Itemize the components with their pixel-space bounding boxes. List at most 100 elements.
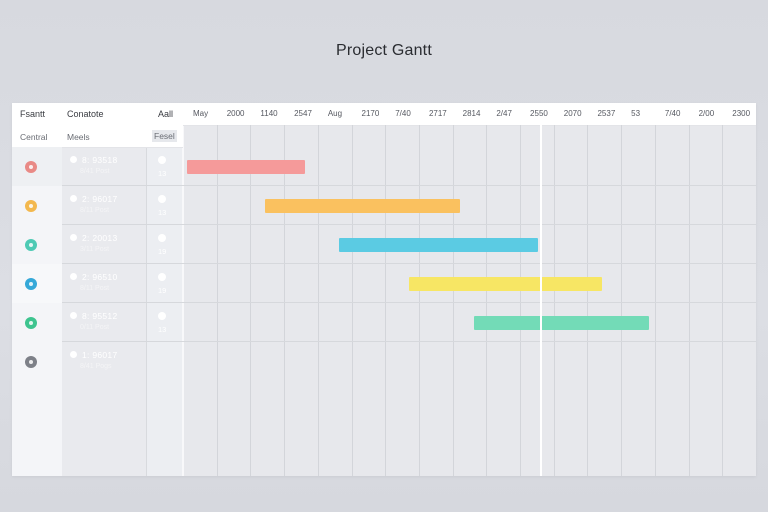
header-col1[interactable]: Fsantt	[20, 109, 46, 119]
month-label: 2547	[294, 109, 312, 118]
task-bar[interactable]	[473, 315, 649, 330]
grid-line	[654, 125, 656, 476]
row-divider	[62, 341, 756, 342]
task-bar[interactable]	[264, 198, 460, 213]
icon-glyph	[29, 281, 33, 286]
month-label: 2537	[597, 109, 616, 118]
grid-line	[284, 125, 286, 476]
month-label: 7/40	[395, 109, 411, 118]
count-dot	[158, 312, 166, 320]
timeline-divider	[182, 103, 184, 476]
icon-column	[12, 147, 62, 476]
grid-line	[520, 125, 522, 476]
task-subtitle: 3/11 Post	[80, 246, 110, 253]
circle-icon[interactable]	[25, 277, 37, 290]
task-count: 19	[158, 247, 167, 256]
status-dot	[70, 234, 77, 241]
subheader-col1[interactable]: Central	[20, 132, 48, 142]
month-label: 2300	[732, 109, 751, 118]
task-subtitle: 0/11 Post	[80, 324, 110, 331]
task-row[interactable]: 8: 93518 8/41 Post 13	[12, 147, 756, 186]
status-dot	[70, 273, 77, 280]
task-bar[interactable]	[409, 276, 602, 291]
row-divider	[62, 302, 756, 303]
status-dot	[70, 195, 77, 202]
page-title: Project Gantt	[336, 42, 432, 59]
task-id: 2: 96510	[82, 272, 118, 282]
subheader-row: Central Meels Fesel	[12, 125, 183, 148]
count-dot	[158, 234, 166, 242]
task-row[interactable]: 2: 96510 8/11 Post 19	[12, 264, 756, 303]
grid-line	[587, 125, 589, 476]
task-count: 13	[158, 325, 167, 334]
month-label: 2170	[361, 109, 380, 118]
icon-glyph	[29, 359, 33, 364]
month-label: 2550	[530, 109, 548, 118]
timeline-area	[183, 125, 756, 476]
task-bar[interactable]	[187, 159, 305, 174]
task-count: 13	[158, 208, 167, 217]
grid-line	[317, 125, 319, 476]
status-dot	[70, 312, 77, 319]
grid-line	[452, 125, 454, 476]
task-row[interactable]: 8: 95512 0/11 Post 13	[12, 303, 756, 342]
task-row[interactable]: 1: 96017 8/41 Pogs	[12, 342, 756, 381]
circle-icon[interactable]	[25, 199, 37, 212]
task-count: 13	[158, 169, 167, 178]
task-subtitle: 8/41 Pogs	[80, 363, 112, 370]
subheader-col2[interactable]: Meels	[67, 132, 90, 142]
row-highlight	[12, 147, 62, 186]
subheader-col3[interactable]: Fesel	[152, 130, 177, 142]
task-bar[interactable]	[338, 237, 538, 252]
row-divider	[62, 185, 756, 186]
task-id: 8: 95512	[82, 311, 118, 321]
grid-line	[418, 125, 420, 476]
today-marker	[540, 125, 543, 476]
icon-glyph	[29, 164, 33, 169]
grid-line	[621, 125, 623, 476]
row-divider	[62, 224, 756, 225]
task-row[interactable]: 2: 20013 3/11 Post 19	[12, 225, 756, 264]
grid-line	[351, 125, 353, 476]
count-dot	[158, 156, 166, 164]
grid-line	[553, 125, 555, 476]
task-id: 1: 96017	[82, 350, 118, 360]
count-dot	[158, 195, 166, 203]
icon-glyph	[29, 242, 33, 247]
circle-icon[interactable]	[25, 160, 37, 173]
row-highlight	[12, 264, 62, 303]
month-label: 2/00	[698, 109, 715, 118]
header-row: Fsantt Conatote Aall May 2000 1140 2547 Aug 2…	[12, 103, 756, 126]
month-label: 7/40	[664, 109, 681, 118]
month-label: May	[193, 109, 209, 118]
task-id: 2: 20013	[82, 233, 118, 243]
row-divider	[62, 263, 756, 264]
status-dot	[70, 156, 77, 163]
header-col3[interactable]: Aall	[158, 109, 174, 119]
month-label: 2814	[462, 109, 481, 118]
icon-glyph	[29, 320, 33, 325]
circle-icon[interactable]	[25, 316, 37, 329]
grid-line	[688, 125, 690, 476]
task-subtitle: 8/11 Post	[80, 285, 110, 292]
month-label: 2070	[563, 109, 582, 118]
name-column	[62, 147, 146, 476]
grid-line	[216, 125, 218, 476]
grid-line	[486, 125, 488, 476]
task-count: 19	[158, 286, 167, 295]
task-subtitle: 8/41 Post	[80, 168, 110, 175]
wrench-icon[interactable]	[25, 355, 37, 368]
grid-line	[385, 125, 387, 476]
task-id: 8: 93518	[82, 155, 118, 165]
month-label: 2/47	[496, 109, 512, 118]
circle-icon[interactable]	[25, 238, 37, 251]
task-id: 2: 96017	[82, 194, 118, 204]
task-subtitle: 8/11 Post	[80, 207, 110, 214]
header-col2[interactable]: Conatote	[67, 109, 104, 119]
status-dot	[70, 351, 77, 358]
month-label: 2717	[428, 109, 447, 118]
grid-line	[722, 125, 724, 476]
icon-glyph	[29, 203, 33, 208]
task-row[interactable]: 2: 96017 8/11 Post 13	[12, 186, 756, 225]
month-label: Aug	[327, 109, 343, 118]
